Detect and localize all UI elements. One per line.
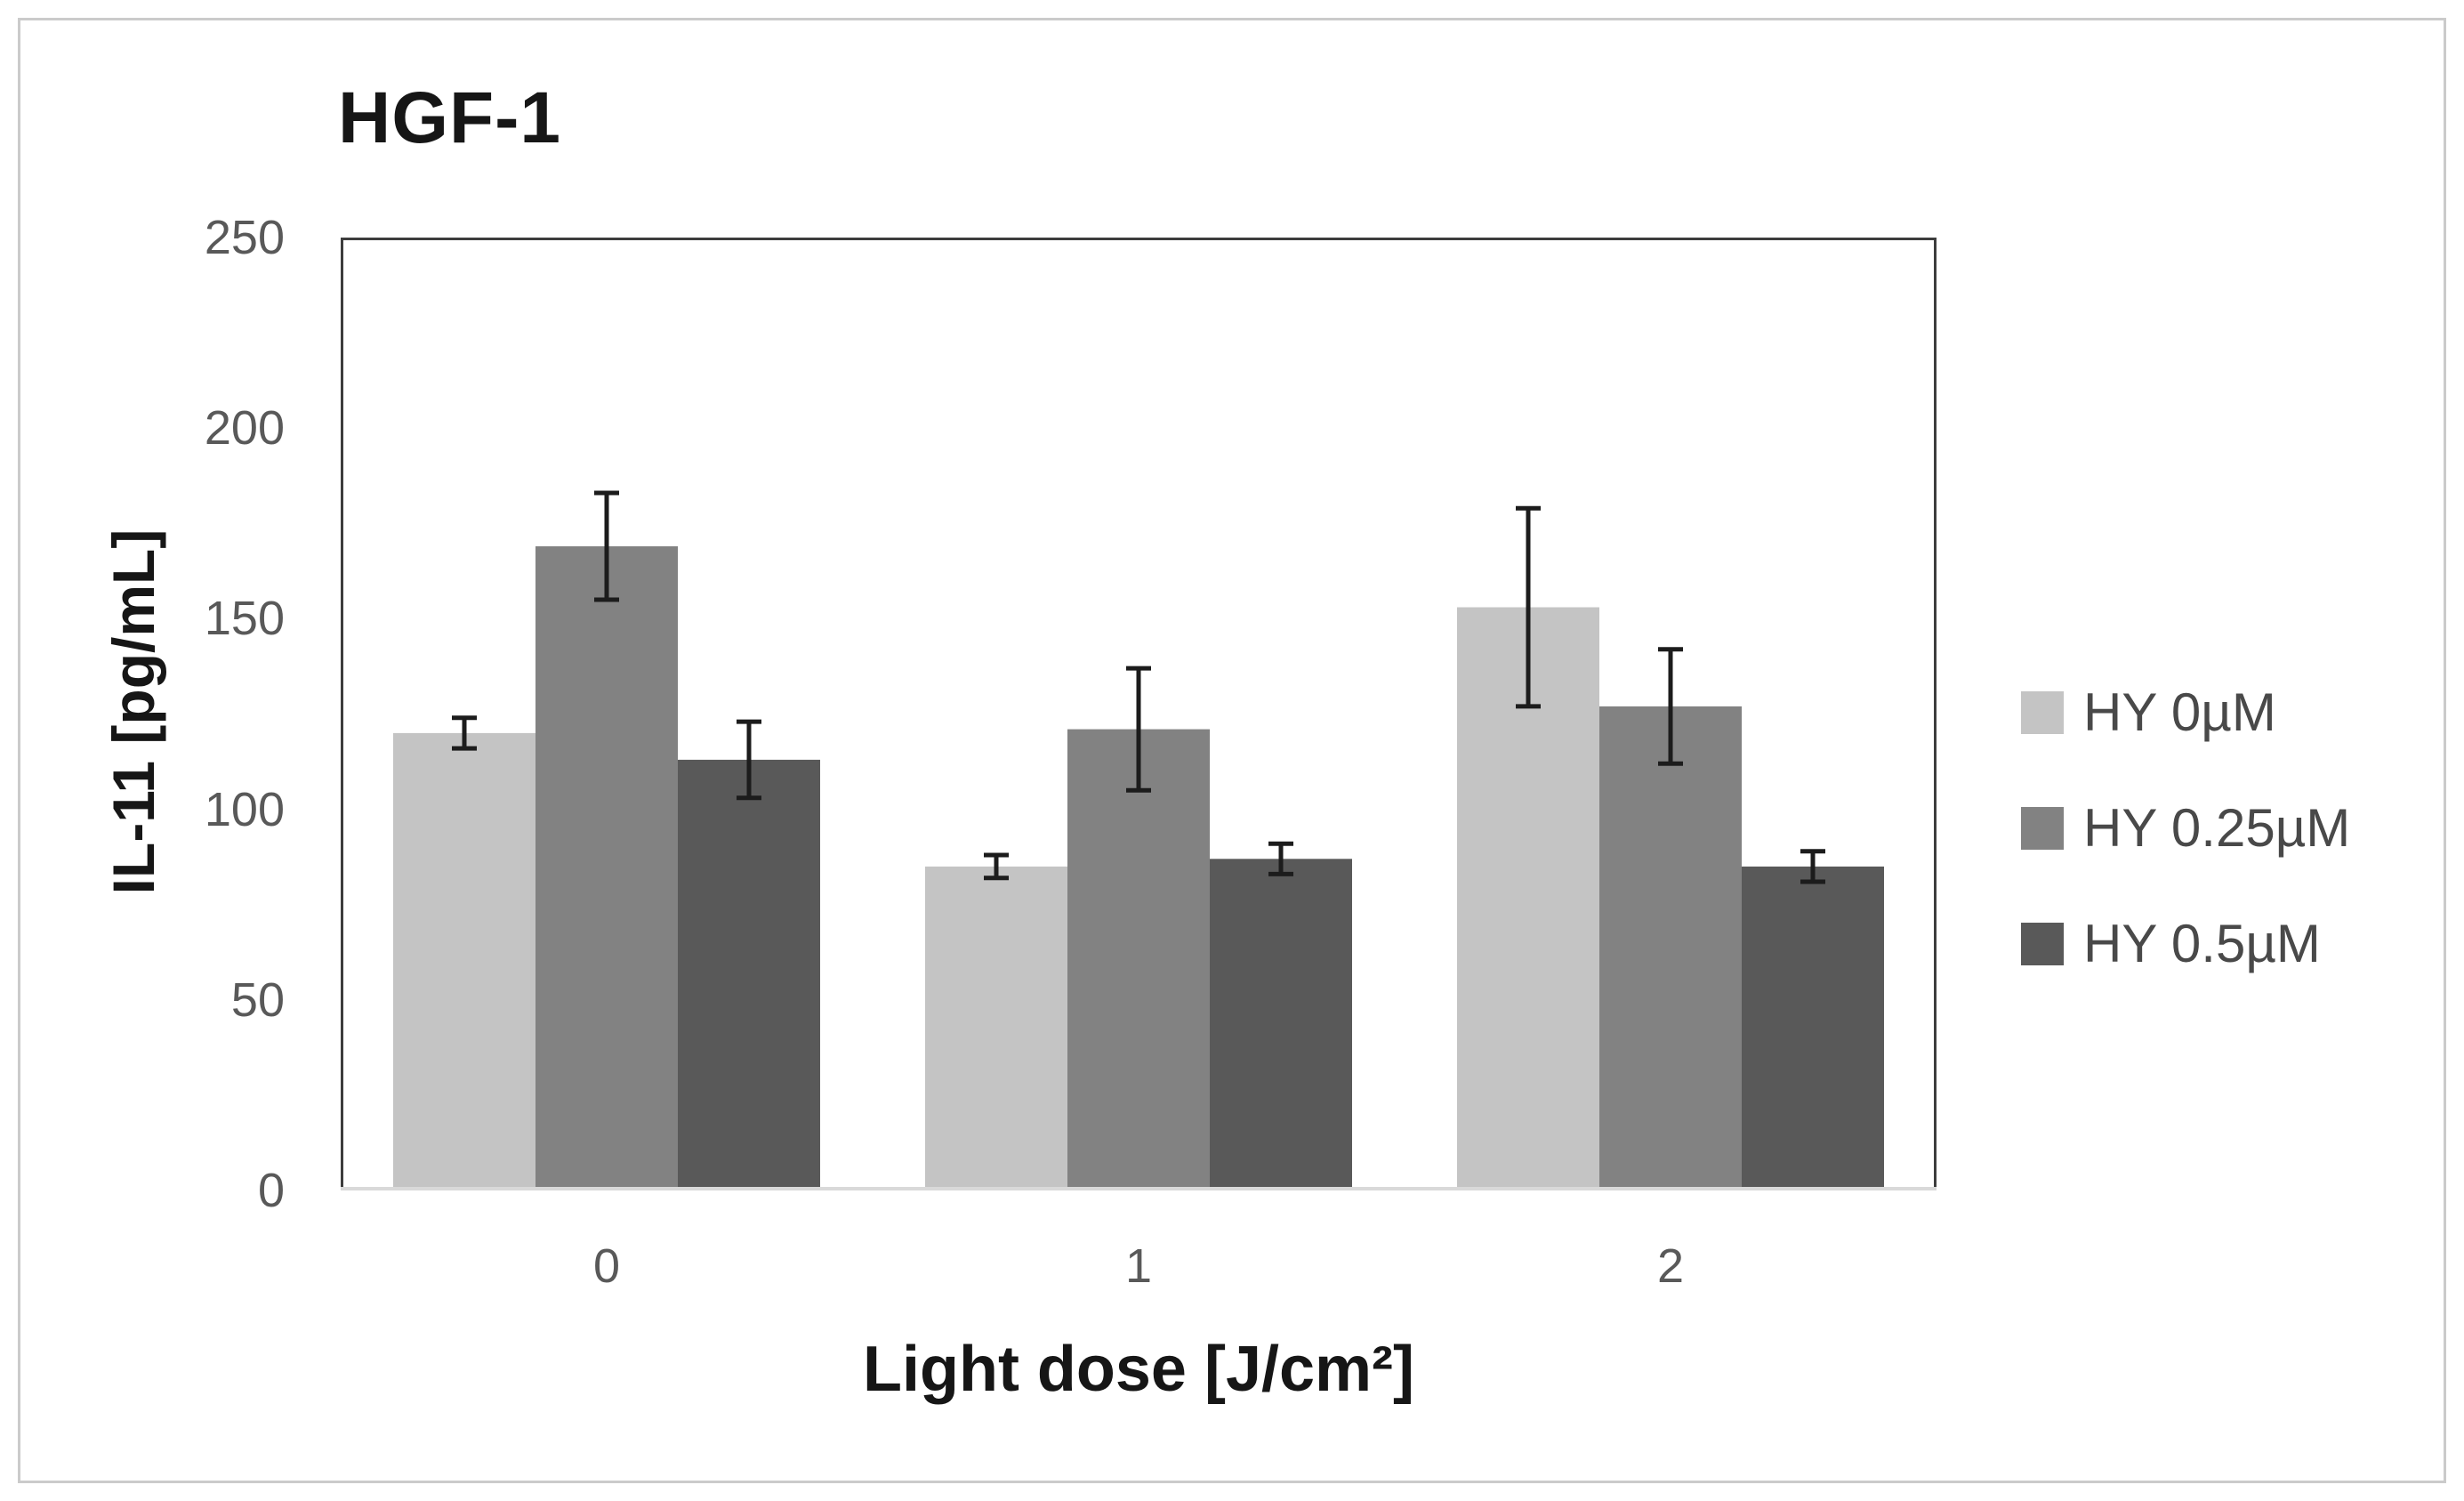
y-tick-label: 50 <box>230 972 285 1027</box>
error-bar-series2-cat2 <box>1800 849 1825 884</box>
x-tick-label: 2 <box>1656 1239 1685 1293</box>
x-axis-title: Light dose [J/cm²] <box>862 1334 1415 1405</box>
legend-item: HY 0µM <box>2021 682 2276 742</box>
chart-title: HGF-1 <box>338 77 561 158</box>
y-tick-label: 250 <box>204 211 285 264</box>
legend-label: HY 0µM <box>2083 682 2276 742</box>
x-tick-label: 1 <box>1124 1239 1153 1293</box>
error-bar-series0-cat1 <box>984 852 1009 881</box>
error-bar-series0-cat0 <box>452 715 477 751</box>
bar-series1-cat0 <box>535 546 678 1190</box>
y-tick-label: 0 <box>257 1164 285 1217</box>
bar-series2-cat2 <box>1742 866 1884 1190</box>
error-bar-series1-cat0 <box>594 490 619 602</box>
legend-swatch <box>2021 807 2064 850</box>
error-bar-series0-cat2 <box>1516 505 1541 709</box>
plot-frame <box>341 238 1937 1190</box>
bar-series2-cat0 <box>678 759 820 1190</box>
error-bar-series1-cat2 <box>1658 647 1683 766</box>
x-tick-label: 0 <box>592 1239 621 1293</box>
legend-item: HY 0.5µM <box>2021 914 2321 973</box>
legend-label: HY 0.25µM <box>2083 798 2351 858</box>
bar-chart-svg <box>341 238 1937 1190</box>
legend-label: HY 0.5µM <box>2083 914 2321 973</box>
error-bar-series1-cat1 <box>1126 666 1151 793</box>
y-tick-label: 150 <box>204 592 285 646</box>
plot-area <box>341 238 1937 1190</box>
bar-series0-cat0 <box>393 732 535 1190</box>
y-tick-label: 200 <box>204 401 285 456</box>
bar-series2-cat1 <box>1210 859 1352 1190</box>
legend-swatch <box>2021 691 2064 734</box>
y-tick-label: 100 <box>204 782 285 836</box>
legend-swatch <box>2021 923 2064 965</box>
error-bar-series2-cat0 <box>737 719 761 801</box>
bar-series1-cat2 <box>1599 706 1742 1190</box>
legend-item: HY 0.25µM <box>2021 798 2351 858</box>
y-axis-title: IL-11 [pg/mL] <box>101 529 166 895</box>
error-bar-series2-cat1 <box>1268 841 1293 876</box>
bar-series1-cat1 <box>1067 729 1210 1190</box>
bar-series0-cat1 <box>925 866 1067 1190</box>
